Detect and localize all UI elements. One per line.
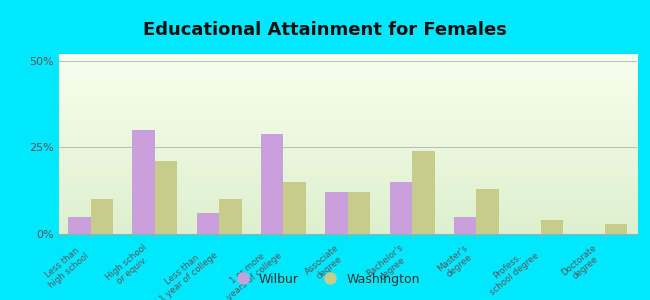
Bar bbox=[68, 217, 90, 234]
Bar bbox=[133, 130, 155, 234]
Bar bbox=[155, 161, 177, 234]
Legend: Wilbur, Washington: Wilbur, Washington bbox=[225, 268, 425, 291]
Bar bbox=[219, 200, 242, 234]
Bar bbox=[348, 193, 370, 234]
Bar bbox=[283, 182, 306, 234]
Bar bbox=[476, 189, 499, 234]
Bar bbox=[541, 220, 563, 234]
Bar bbox=[454, 217, 476, 234]
Bar bbox=[605, 224, 627, 234]
Bar bbox=[325, 193, 348, 234]
Bar bbox=[412, 151, 434, 234]
Text: Educational Attainment for Females: Educational Attainment for Females bbox=[143, 21, 507, 39]
Bar bbox=[389, 182, 412, 234]
Bar bbox=[197, 213, 219, 234]
Bar bbox=[261, 134, 283, 234]
Bar bbox=[90, 200, 113, 234]
